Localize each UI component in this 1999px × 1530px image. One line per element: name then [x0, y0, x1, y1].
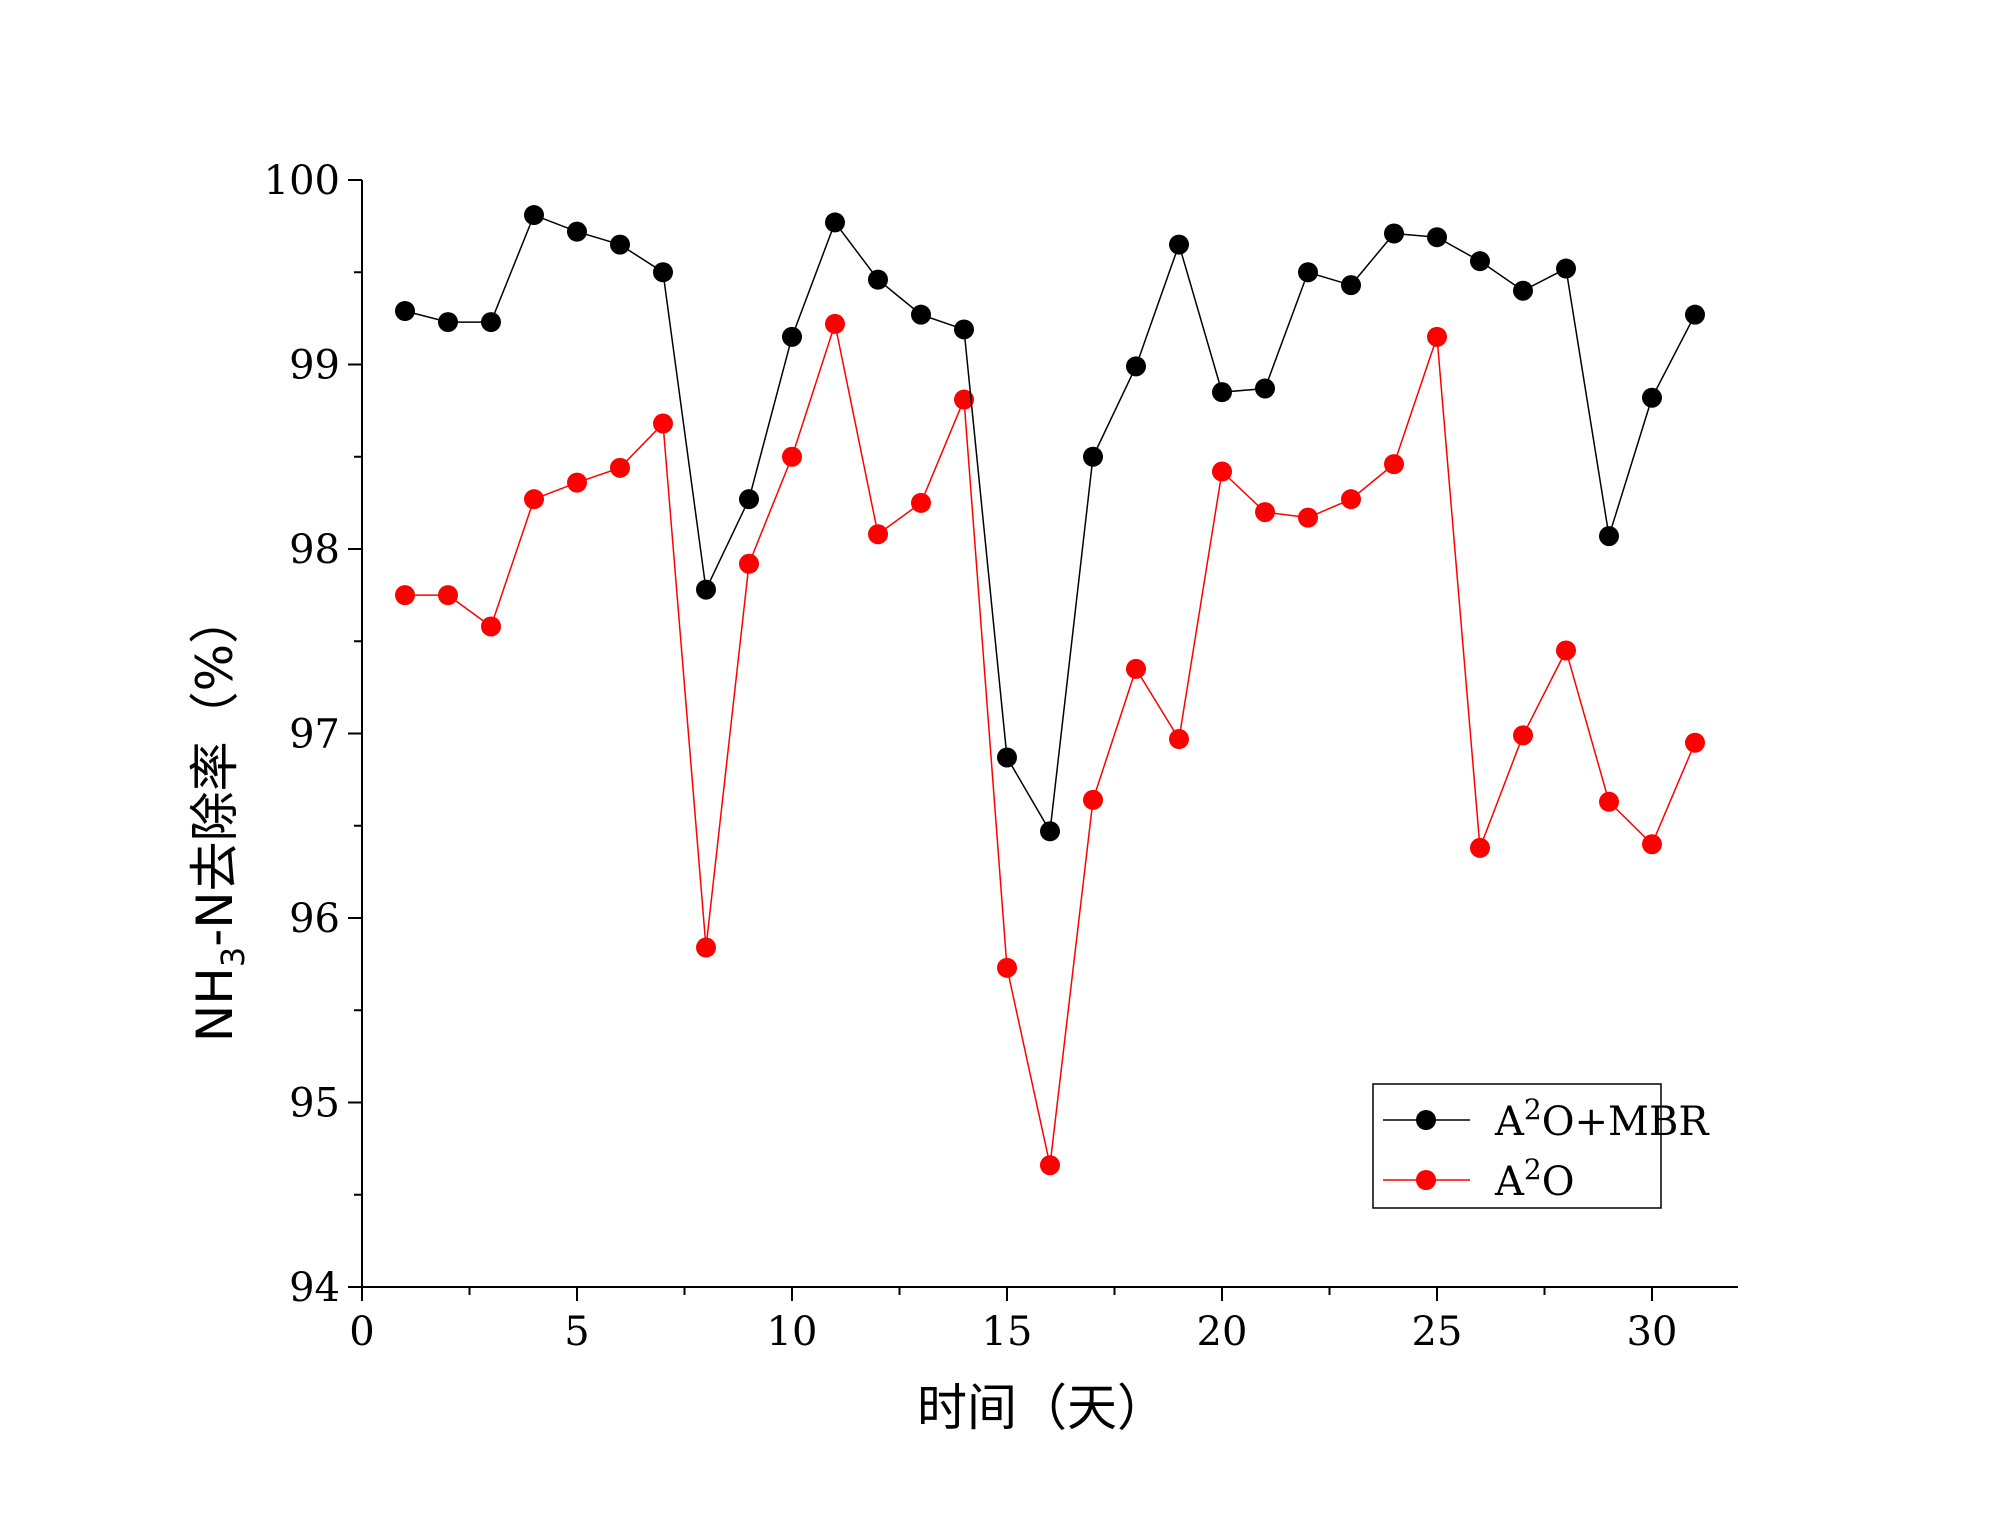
series-1-point [481, 616, 501, 637]
series-1-point [1513, 725, 1533, 746]
series-1-point [1685, 732, 1705, 753]
legend: A2O+MBR A2O [1372, 1083, 1710, 1209]
ticks: 0 5 10 15 20 25 30 94 95 96 97 98 99 100 [264, 158, 1678, 1355]
x-tick-label: 25 [1412, 1309, 1463, 1355]
series-0-point [782, 326, 802, 347]
series-1-point [911, 492, 931, 513]
series-0-point [1599, 526, 1619, 547]
series-1-point [610, 457, 630, 478]
x-tick-label: 30 [1627, 1309, 1678, 1355]
x-tick-label: 5 [564, 1309, 589, 1355]
series-layer [395, 205, 1705, 1176]
series-1-point [1255, 502, 1275, 523]
series-0-point [696, 579, 716, 600]
legend-label-series-0-sup: 2 [1524, 1093, 1542, 1126]
legend-label-series-0-base: A [1494, 1099, 1525, 1145]
series-0-point [1169, 234, 1189, 255]
series-1-point [1642, 834, 1662, 855]
series-0-point [653, 262, 673, 283]
series-0-point [1513, 280, 1533, 301]
series-1-point [1212, 461, 1232, 482]
series-1-point [1427, 326, 1447, 347]
x-tick-label: 10 [767, 1309, 818, 1355]
series-1-point [1599, 791, 1619, 812]
series-1-point [1298, 507, 1318, 528]
series-0-point [1298, 262, 1318, 283]
series-0-point [739, 489, 759, 510]
series-1-point [567, 472, 587, 493]
series-0-point [1040, 821, 1060, 842]
legend-label-series-1-base: A [1494, 1159, 1525, 1205]
x-tick-label: 0 [349, 1309, 374, 1355]
y-tick-label: 95 [289, 1081, 340, 1127]
y-tick-label: 99 [289, 343, 340, 389]
series-1-point [1083, 789, 1103, 810]
x-axis-title: 时间（天） [917, 1379, 1167, 1437]
series-1-point [1384, 454, 1404, 475]
y-tick-label: 94 [289, 1265, 340, 1311]
y-tick-label: 100 [264, 158, 340, 204]
series-1-point [1169, 729, 1189, 750]
legend-marker-series-0 [1416, 1110, 1436, 1130]
x-tick-label: 15 [982, 1309, 1033, 1355]
series-1-point [438, 585, 458, 606]
series-1-point [868, 524, 888, 545]
series-0-point [1255, 378, 1275, 399]
y-axis-title: NH3-N去除率（%） [186, 594, 252, 1042]
series-0-point [911, 304, 931, 325]
legend-label-series-0: A2O+MBR [1494, 1093, 1710, 1145]
series-1-point [696, 937, 716, 958]
x-tick-label: 20 [1197, 1309, 1248, 1355]
series-1-point [782, 446, 802, 467]
y-tick-label: 97 [289, 712, 340, 758]
series-1-point [1126, 658, 1146, 679]
y-axis-title-suffix: -N去除率（%） [186, 594, 244, 947]
series-0-point [868, 269, 888, 290]
legend-label-series-0-rest: O+MBR [1542, 1099, 1711, 1145]
series-1-point [997, 957, 1017, 978]
legend-label-series-1: A2O [1494, 1153, 1575, 1205]
series-1-point [1556, 640, 1576, 661]
series-0-point [1341, 275, 1361, 296]
series-0-point [1642, 387, 1662, 408]
series-0-point [438, 312, 458, 333]
series-1-point [954, 389, 974, 410]
y-tick-label: 98 [289, 527, 340, 573]
series-0-point [1212, 382, 1232, 403]
series-1-point [825, 313, 845, 334]
series-0-point [481, 312, 501, 333]
series-0-point [997, 747, 1017, 768]
series-0-point [1556, 258, 1576, 279]
series-1 [395, 313, 1705, 1176]
series-0-point [610, 234, 630, 255]
series-0-point [395, 300, 415, 321]
y-axis-title-prefix: NH [186, 967, 244, 1042]
series-1-point [524, 489, 544, 510]
series-1-point [1341, 489, 1361, 510]
series-0-point [954, 319, 974, 340]
series-1-point [395, 585, 415, 606]
series-0-point [1384, 223, 1404, 244]
series-1-point [1040, 1155, 1060, 1176]
series-1-point [739, 553, 759, 574]
series-0-point [1083, 446, 1103, 467]
y-tick-label: 96 [289, 896, 340, 942]
legend-label-series-1-sup: 2 [1524, 1153, 1542, 1186]
series-0-point [567, 221, 587, 242]
y-axis-title-subscript: 3 [214, 947, 252, 967]
series-0-point [524, 205, 544, 226]
legend-marker-series-1 [1416, 1170, 1436, 1190]
series-0-point [1685, 304, 1705, 325]
legend-label-series-1-rest: O [1542, 1159, 1575, 1205]
series-0-point [825, 212, 845, 233]
series-1-point [653, 413, 673, 434]
series-0-line [404, 214, 1696, 834]
series-1-point [1470, 837, 1490, 858]
series-1-line [405, 320, 1696, 1166]
series-0-point [1126, 356, 1146, 377]
series-0-point [1427, 227, 1447, 248]
series-0-point [1470, 251, 1490, 272]
series-0 [395, 205, 1705, 842]
